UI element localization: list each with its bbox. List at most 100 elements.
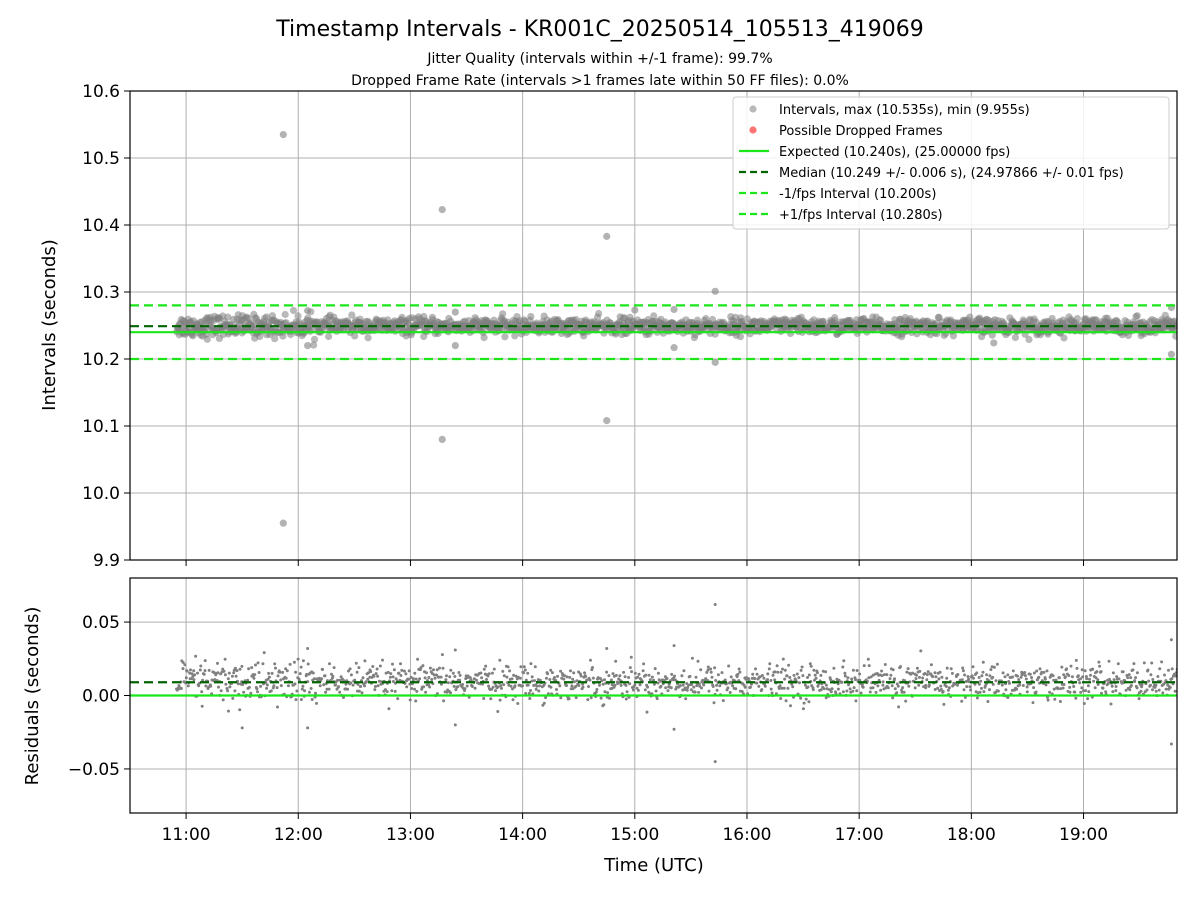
residual-point — [690, 656, 694, 660]
residual-point — [767, 667, 771, 671]
residual-point — [189, 668, 192, 672]
residual-point — [511, 687, 514, 691]
residual-point — [587, 685, 590, 688]
residual-point — [437, 675, 441, 679]
residual-point — [1156, 675, 1160, 678]
interval-outlier-point — [1167, 350, 1175, 358]
bottom-panel-reference-lines — [130, 681, 1177, 697]
interval-point — [351, 332, 359, 340]
residual-point — [753, 677, 757, 681]
residual-point — [867, 676, 871, 680]
x-tick-label: 18:00 — [947, 825, 996, 845]
residual-point — [595, 688, 599, 691]
residual-point — [855, 669, 859, 672]
residual-point — [449, 668, 453, 672]
residual-point — [969, 688, 973, 692]
residual-point — [888, 677, 892, 681]
residual-point — [1117, 677, 1121, 681]
residual-point — [1107, 681, 1110, 685]
top-panel-axes: 9.9 10.0 10.1 10.2 10.3 10.4 10.5 10.6 — [82, 82, 1178, 571]
residual-point — [980, 686, 983, 690]
residual-point — [177, 684, 181, 688]
residual-point — [577, 670, 581, 674]
residual-point — [1043, 677, 1047, 681]
residual-point — [893, 677, 896, 681]
y-tick-label: 10.1 — [82, 417, 120, 437]
residual-point — [421, 664, 425, 668]
residual-point — [807, 700, 811, 704]
residual-point — [194, 654, 198, 658]
residual-point — [1157, 688, 1161, 692]
residual-point — [1129, 676, 1133, 680]
residual-point — [996, 689, 1000, 693]
residual-point — [778, 684, 782, 688]
residual-point — [1084, 675, 1088, 678]
residual-point — [960, 699, 964, 703]
residual-point — [524, 678, 528, 682]
residual-point — [261, 662, 265, 666]
residual-point — [559, 696, 563, 700]
residual-point — [973, 682, 977, 686]
residual-point — [812, 668, 816, 672]
residual-point — [387, 707, 391, 711]
residual-point — [545, 676, 548, 680]
top-y-axis-label: Intervals (seconds) — [39, 239, 60, 411]
residual-point — [966, 675, 970, 678]
residual-point — [624, 697, 628, 701]
residual-point — [1046, 695, 1049, 699]
residual-point — [659, 684, 663, 688]
residual-point — [349, 681, 353, 685]
residual-point — [377, 679, 381, 683]
residual-point — [489, 697, 493, 701]
residual-outlier-point — [672, 727, 676, 731]
residual-point — [766, 678, 769, 682]
residual-point — [570, 684, 574, 688]
residual-point — [883, 663, 887, 666]
residual-point — [241, 683, 244, 687]
residual-point — [896, 684, 900, 688]
residual-point — [231, 696, 235, 700]
interval-point — [364, 334, 372, 342]
residual-point — [563, 674, 566, 678]
residual-point — [643, 688, 647, 692]
residual-point — [925, 678, 929, 682]
residual-point — [398, 678, 402, 682]
residual-point — [815, 671, 819, 675]
residual-point — [607, 674, 611, 678]
residual-point — [1065, 667, 1069, 671]
residual-point — [913, 686, 917, 690]
residual-point — [1000, 683, 1004, 687]
interval-point — [1133, 312, 1141, 320]
residual-point — [652, 678, 656, 682]
residual-point — [411, 677, 415, 681]
interval-point — [949, 332, 958, 340]
y-tick-label: 10.3 — [82, 283, 120, 303]
residual-point — [1017, 678, 1021, 682]
residual-point — [219, 689, 223, 693]
residual-point — [575, 679, 579, 683]
residual-point — [1135, 671, 1139, 675]
residual-point — [1074, 696, 1078, 700]
residual-point — [1023, 674, 1027, 678]
residual-point — [346, 687, 350, 691]
residual-point — [715, 688, 719, 692]
residual-point — [363, 659, 367, 663]
residual-point — [947, 686, 951, 690]
residual-point — [629, 655, 633, 659]
residual-point — [1003, 675, 1007, 679]
residual-point — [1124, 688, 1128, 692]
residual-point — [399, 662, 402, 666]
residual-point — [1145, 688, 1149, 692]
residual-point — [448, 675, 452, 679]
residual-point — [1147, 679, 1151, 683]
residual-point — [427, 683, 431, 687]
residual-point — [804, 697, 808, 701]
residual-point — [230, 674, 234, 678]
residual-point — [516, 702, 520, 705]
residual-point — [706, 665, 710, 669]
residual-point — [389, 672, 393, 676]
residual-point — [372, 674, 376, 678]
residual-point — [1025, 690, 1029, 694]
residual-point — [299, 698, 303, 701]
residual-point — [970, 674, 974, 678]
